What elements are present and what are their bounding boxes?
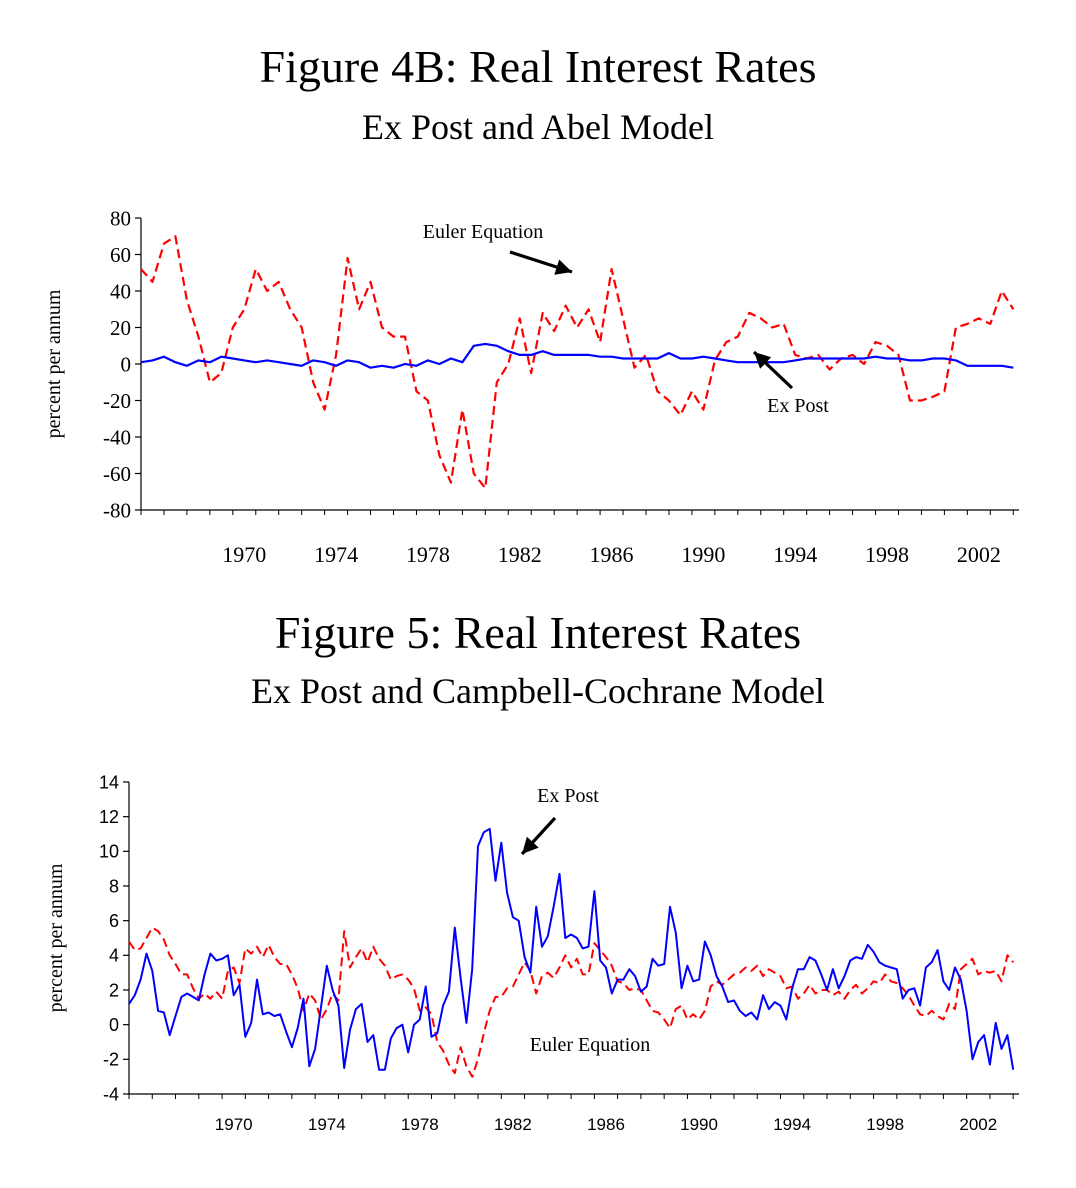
figure-5-subtitle: Ex Post and Campbell-Cochrane Model xyxy=(251,671,825,711)
y-tick-label: -2 xyxy=(103,1050,119,1070)
y-tick-label: -20 xyxy=(103,389,131,413)
annotation-arrowhead xyxy=(522,836,539,854)
figure-4b-subtitle: Ex Post and Abel Model xyxy=(362,107,714,147)
y-tick-label: 20 xyxy=(110,316,131,340)
y-tick-label: -4 xyxy=(103,1084,119,1104)
x-tick-label: 2002 xyxy=(957,542,1001,567)
x-tick-label: 1982 xyxy=(494,1115,532,1134)
x-tick-label: 1978 xyxy=(401,1115,439,1134)
y-tick-label: -60 xyxy=(103,462,131,486)
x-tick-label: 1970 xyxy=(215,1115,253,1134)
x-tick-label: 1982 xyxy=(498,542,542,567)
x-tick-label: 1986 xyxy=(590,542,634,567)
y-tick-label: 10 xyxy=(99,842,119,862)
y-tick-label: -80 xyxy=(103,498,131,522)
annotation-label: Ex Post xyxy=(537,785,599,807)
y-axis-label: percent per annum xyxy=(45,863,67,1012)
y-tick-label: 40 xyxy=(110,279,131,303)
x-tick-label: 1978 xyxy=(406,542,450,567)
y-tick-label: 0 xyxy=(121,352,132,376)
x-tick-label: 1998 xyxy=(865,542,909,567)
y-tick-label: 6 xyxy=(109,911,119,931)
y-tick-label: 80 xyxy=(110,206,131,230)
series-line-euler-equation xyxy=(128,926,1014,1078)
y-tick-label: 0 xyxy=(109,1015,119,1035)
y-tick-label: 14 xyxy=(99,772,119,792)
y-tick-label: 2 xyxy=(109,980,119,1000)
figure-4b-chart: 80 60 40 20 0 -20 -40 -60 -80 1970 1974 1978 1982 198… xyxy=(43,206,1019,567)
figure-5-title: Figure 5: Real Interest Rates xyxy=(274,607,802,658)
y-tick-label: -40 xyxy=(103,425,131,449)
annotation-label: Euler Equation xyxy=(423,221,544,243)
y-axis-label: percent per annum xyxy=(43,289,65,438)
x-tick-label: 1986 xyxy=(587,1115,625,1134)
x-tick-label: 1990 xyxy=(680,1115,718,1134)
x-tick-label: 1998 xyxy=(866,1115,904,1134)
y-tick-label: 4 xyxy=(109,946,119,966)
series-line-ex-post xyxy=(128,827,1015,1071)
x-tick-label: 1970 xyxy=(222,542,266,567)
x-tick-label: 1994 xyxy=(773,1115,811,1134)
x-tick-label: 1974 xyxy=(308,1115,346,1134)
x-tick-label: 2002 xyxy=(959,1115,997,1134)
y-tick-label: 60 xyxy=(110,243,131,267)
annotation-label: Ex Post xyxy=(767,395,829,417)
x-tick-label: 1990 xyxy=(681,542,725,567)
x-tick-label: 1974 xyxy=(314,542,358,567)
figure-5-chart: 14 12 10 8 6 4 2 0 -2 -4 1970 1974 1978 1982 1986 1990 1… xyxy=(45,772,1019,1134)
series-line-ex-post xyxy=(140,342,1014,369)
figure-4b-title: Figure 4B: Real Interest Rates xyxy=(259,41,817,92)
x-tick-label: 1994 xyxy=(773,542,817,567)
y-tick-label: 8 xyxy=(109,876,119,896)
y-tick-label: 12 xyxy=(99,807,119,827)
annotation-arrowhead xyxy=(754,352,772,369)
annotation-label: Euler Equation xyxy=(530,1034,651,1056)
annotation-arrowhead xyxy=(554,259,572,275)
